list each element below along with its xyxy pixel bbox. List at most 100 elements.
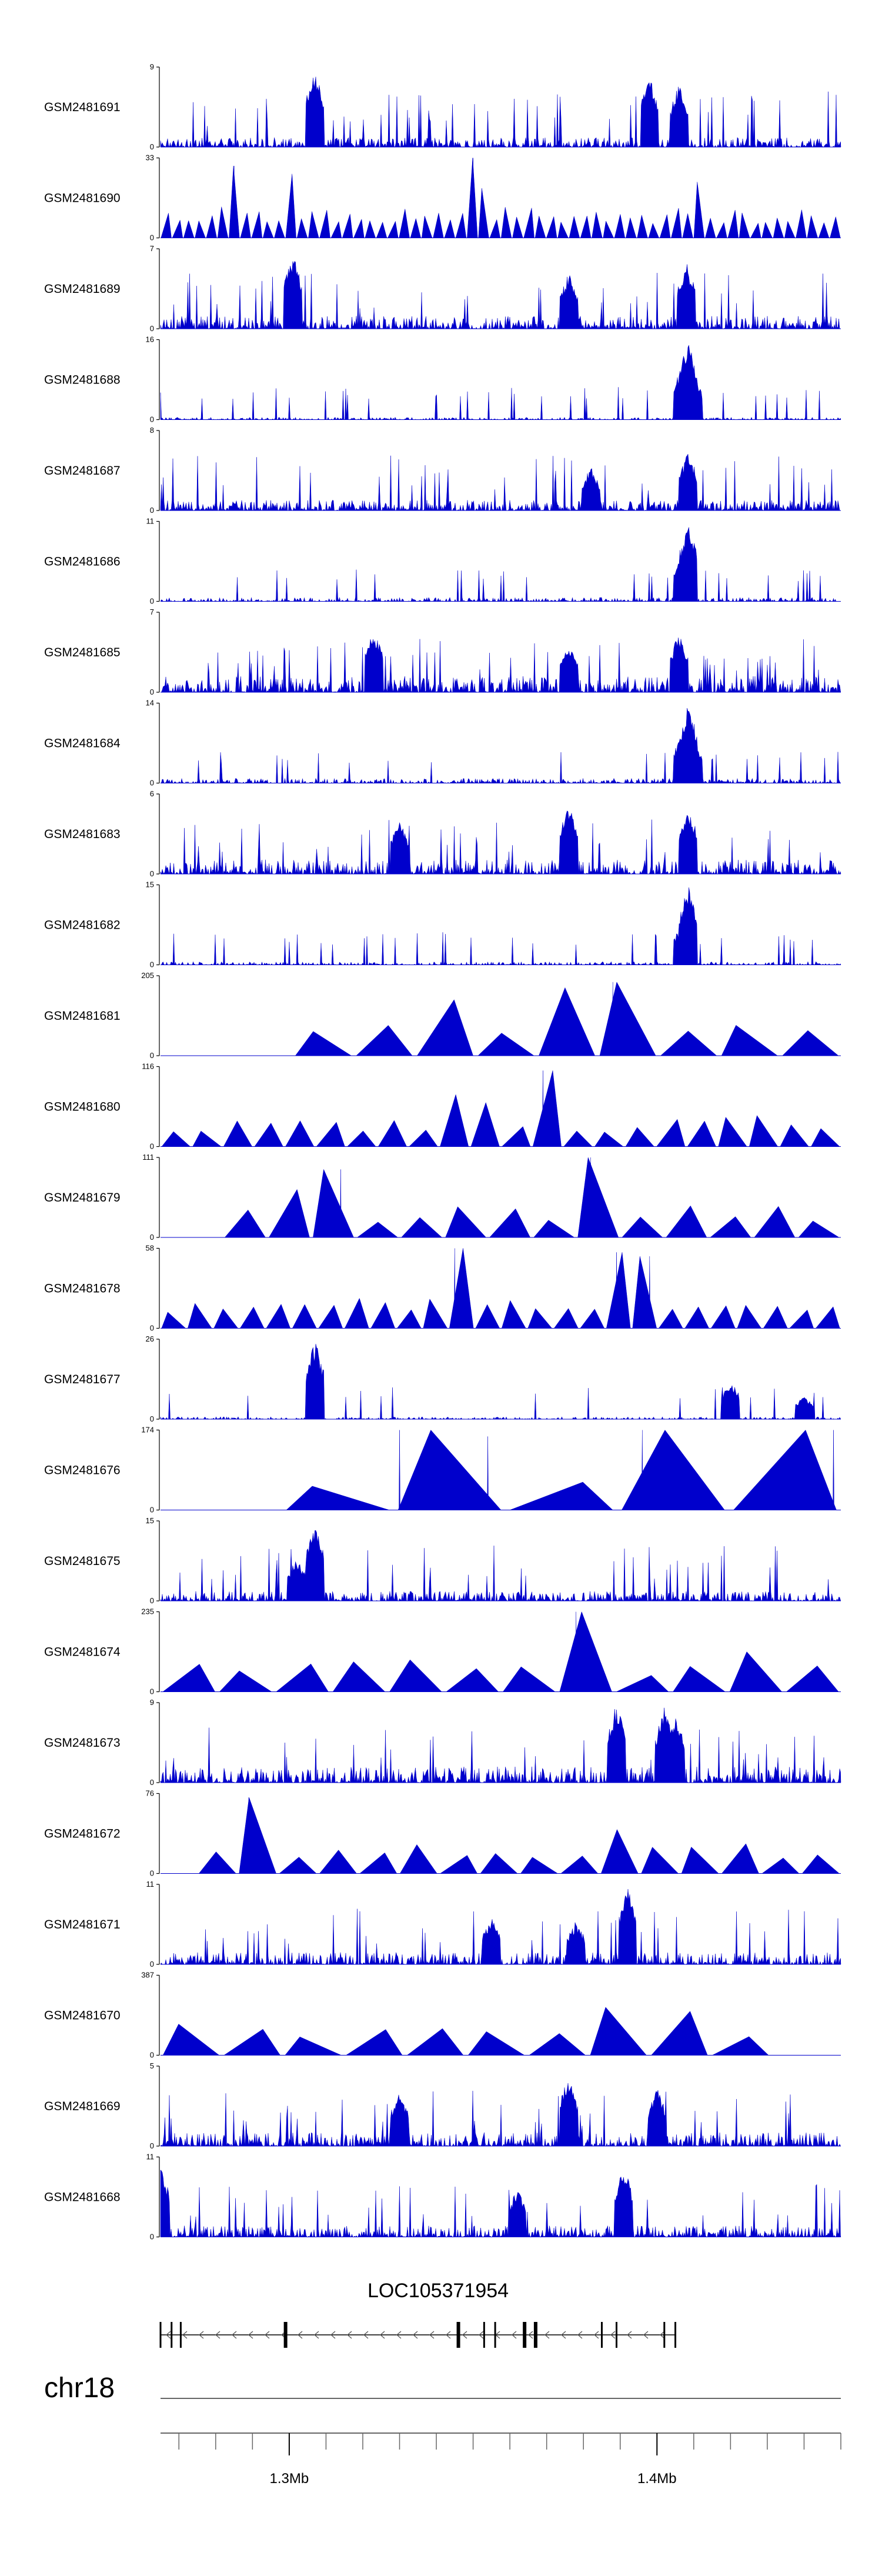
strand-arrow-icon — [577, 2331, 583, 2339]
signal-track: GSM2481691 9 0 — [44, 62, 841, 151]
y-min-label: 0 — [150, 960, 154, 969]
strand-arrow-icon — [544, 2331, 550, 2339]
signal-area — [160, 2083, 841, 2147]
signal-area — [161, 158, 841, 238]
gene-exon — [179, 2322, 182, 2348]
track-name-label: GSM2481684 — [44, 737, 121, 750]
y-max-label: 9 — [150, 1698, 154, 1707]
signal-area — [161, 2007, 771, 2056]
y-max-label: 387 — [141, 1971, 154, 1980]
signal-area — [197, 1797, 841, 1874]
y-min-label: 0 — [150, 1142, 154, 1151]
signal-area — [161, 638, 841, 693]
signal-track: GSM2481669 5 0 — [44, 2061, 841, 2150]
y-max-label: 11 — [146, 517, 155, 526]
strand-arrow-icon — [166, 2331, 171, 2339]
signal-track: GSM2481689 7 0 — [44, 244, 841, 333]
gene-exon — [533, 2322, 537, 2348]
track-name-label: GSM2481679 — [44, 1191, 121, 1204]
signal-track: GSM2481685 7 0 — [44, 608, 841, 696]
strand-arrow-icon — [561, 2331, 566, 2339]
y-min-label: 0 — [150, 415, 154, 424]
track-name-label: GSM2481672 — [44, 1827, 121, 1841]
y-max-label: 174 — [141, 1426, 154, 1434]
strand-arrow-icon — [446, 2331, 451, 2339]
y-max-label: 58 — [146, 1244, 154, 1253]
signal-area — [160, 453, 841, 511]
strand-arrow-icon — [429, 2331, 435, 2339]
y-max-label: 235 — [141, 1607, 154, 1616]
y-min-label: 0 — [150, 1960, 154, 1968]
signal-area — [160, 527, 841, 602]
signal-area — [161, 1070, 841, 1147]
y-min-label: 0 — [150, 1869, 154, 1878]
y-min-label: 0 — [150, 2051, 154, 2060]
y-min-label: 0 — [150, 1596, 154, 1605]
track-name-label: GSM2481669 — [44, 2100, 121, 2113]
strand-arrow-icon — [199, 2331, 204, 2339]
y-max-label: 111 — [142, 1153, 154, 1162]
strand-arrow-icon — [479, 2331, 484, 2339]
track-name-label: GSM2481677 — [44, 1373, 121, 1386]
y-max-label: 15 — [146, 1516, 154, 1525]
track-name-label: GSM2481682 — [44, 919, 121, 932]
gene-name-label: LOC105371954 — [368, 2280, 509, 2302]
signal-area — [160, 887, 841, 966]
y-max-label: 6 — [150, 789, 154, 798]
track-name-label: GSM2481670 — [44, 2009, 121, 2023]
signal-area — [161, 1611, 841, 1692]
y-max-label: 33 — [146, 154, 154, 162]
track-name-label: GSM2481673 — [44, 1736, 121, 1750]
signal-area — [223, 1157, 841, 1238]
signal-area — [160, 1707, 841, 1783]
strand-arrow-icon — [314, 2331, 319, 2339]
strand-arrow-icon — [182, 2331, 188, 2339]
y-max-label: 7 — [150, 608, 154, 616]
y-max-label: 116 — [142, 1062, 154, 1071]
signal-area — [160, 708, 841, 784]
strand-arrow-icon — [330, 2331, 336, 2339]
strand-arrow-icon — [512, 2331, 517, 2339]
strand-arrow-icon — [660, 2331, 665, 2339]
signal-track: GSM2481677 26 0 — [44, 1334, 841, 1423]
gene-exon — [600, 2322, 603, 2348]
y-min-label: 0 — [150, 688, 154, 696]
track-name-label: GSM2481680 — [44, 1100, 121, 1114]
track-name-label: GSM2481688 — [44, 373, 121, 387]
gene-exon — [171, 2322, 173, 2348]
signal-area — [160, 76, 841, 148]
signal-tracks: GSM248169190GSM2481690330GSM248168970GSM… — [44, 62, 841, 2241]
strand-arrow-icon — [594, 2331, 599, 2339]
track-name-label: GSM2481687 — [44, 464, 121, 478]
signal-track: GSM2481686 11 0 — [44, 517, 841, 606]
track-name-label: GSM2481689 — [44, 282, 121, 296]
strand-arrow-icon — [363, 2331, 369, 2339]
track-name-label: GSM2481686 — [44, 555, 121, 569]
signal-track: GSM2481679 111 0 — [44, 1153, 841, 1242]
gene-exon — [483, 2322, 485, 2348]
signal-track: GSM2481680 116 0 — [44, 1062, 841, 1151]
y-min-label: 0 — [150, 1778, 154, 1787]
y-max-label: 11 — [146, 2153, 155, 2161]
gene-exon — [674, 2322, 677, 2348]
gene-exon — [616, 2322, 618, 2348]
y-min-label: 0 — [150, 142, 154, 151]
chromosome-label: chr18 — [44, 2373, 115, 2404]
strand-arrow-icon — [347, 2331, 352, 2339]
strand-arrow-icon — [380, 2331, 385, 2339]
y-min-label: 0 — [150, 1324, 154, 1333]
y-min-label: 0 — [150, 1414, 154, 1423]
signal-area — [160, 1344, 841, 1420]
y-min-label: 0 — [150, 506, 154, 515]
strand-arrow-icon — [298, 2331, 303, 2339]
signal-area — [160, 2170, 841, 2238]
signal-area — [160, 1889, 841, 1965]
strand-arrow-icon — [396, 2331, 402, 2339]
signal-track: GSM2481682 15 0 — [44, 880, 841, 969]
strand-arrow-icon — [215, 2331, 220, 2339]
track-name-label: GSM2481681 — [44, 1009, 121, 1023]
signal-track: GSM2481670 387 0 — [44, 1971, 841, 2060]
signal-area — [160, 1530, 841, 1601]
signal-area — [160, 810, 841, 875]
